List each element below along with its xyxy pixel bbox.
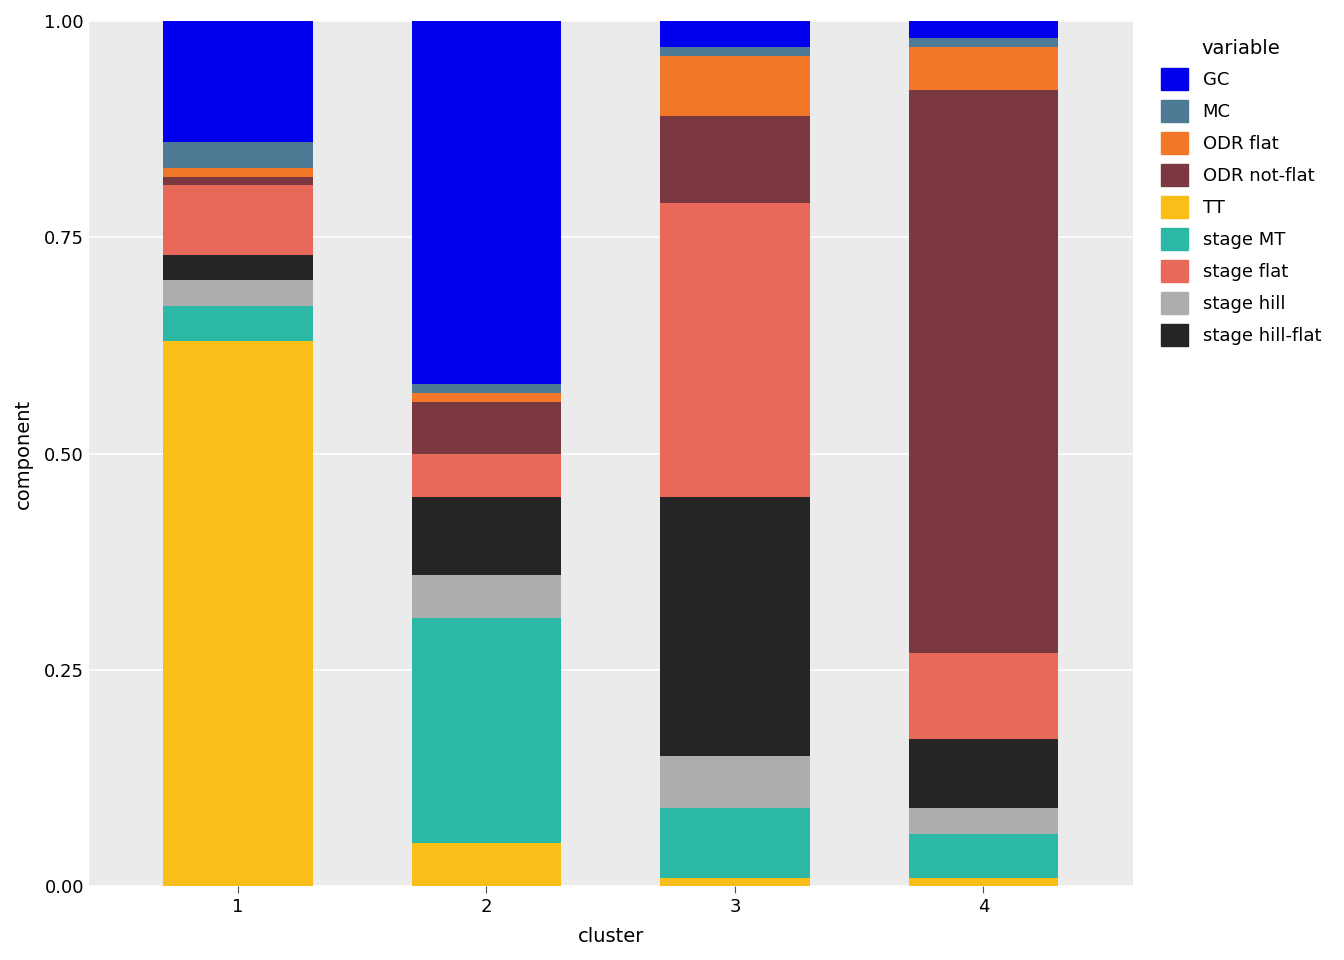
Bar	[909, 47, 1058, 90]
Bar	[411, 384, 560, 393]
Bar	[411, 393, 560, 401]
Bar	[411, 453, 560, 497]
Bar	[164, 142, 313, 168]
Bar	[909, 877, 1058, 886]
Legend: GC, MC, ODR flat, ODR not-flat, TT, stage MT, stage flat, stage hill, stage hill: GC, MC, ODR flat, ODR not-flat, TT, stag…	[1152, 30, 1331, 354]
Bar	[660, 116, 809, 203]
Bar	[909, 739, 1058, 808]
Bar	[909, 38, 1058, 47]
Bar	[164, 341, 313, 886]
Bar	[411, 575, 560, 618]
Bar	[660, 877, 809, 886]
Bar	[909, 808, 1058, 834]
Bar	[164, 254, 313, 280]
Bar	[660, 497, 809, 756]
Bar	[660, 21, 809, 47]
Bar	[164, 185, 313, 254]
Bar	[660, 47, 809, 56]
Bar	[164, 168, 313, 177]
Bar	[660, 56, 809, 116]
Bar	[909, 90, 1058, 653]
Bar	[909, 834, 1058, 877]
Bar	[411, 843, 560, 886]
Bar	[660, 808, 809, 877]
Bar	[411, 497, 560, 575]
Bar	[164, 177, 313, 185]
Bar	[660, 203, 809, 497]
Bar	[164, 306, 313, 341]
Bar	[164, 21, 313, 142]
Bar	[411, 401, 560, 453]
Bar	[411, 21, 560, 384]
X-axis label: cluster: cluster	[578, 927, 644, 947]
Bar	[909, 21, 1058, 38]
Bar	[909, 653, 1058, 739]
Bar	[411, 618, 560, 843]
Y-axis label: component: component	[13, 398, 32, 509]
Bar	[660, 756, 809, 808]
Bar	[164, 280, 313, 306]
